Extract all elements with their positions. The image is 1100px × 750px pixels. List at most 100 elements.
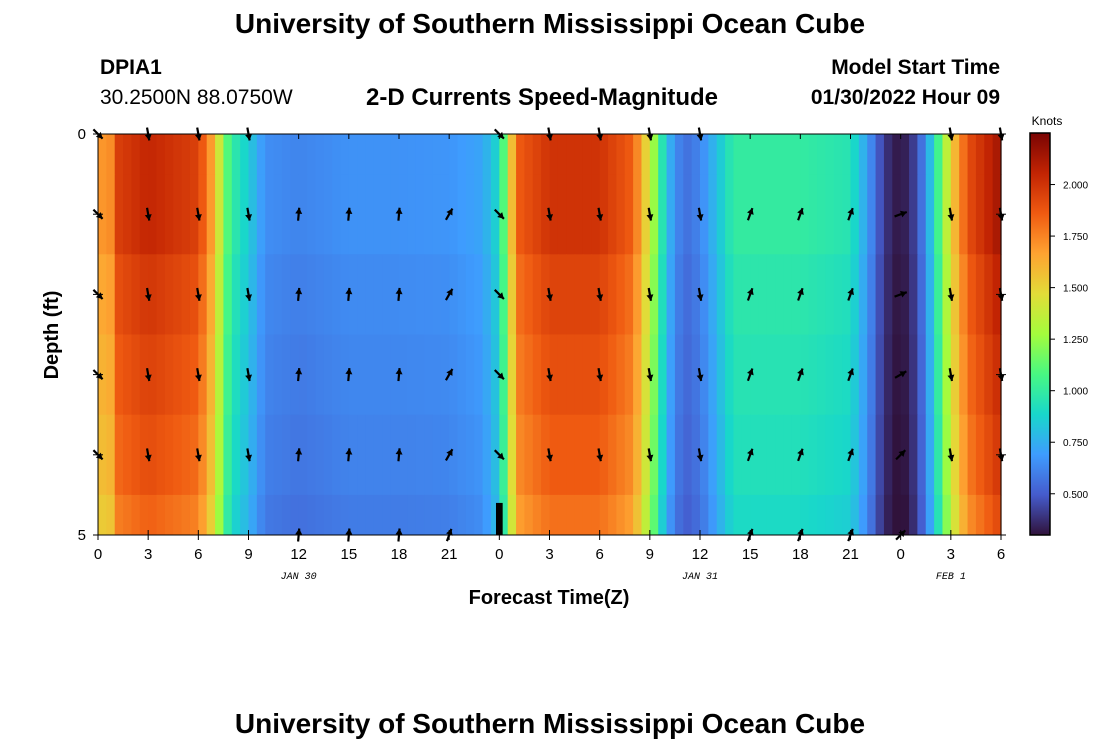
arrow-head bbox=[345, 287, 353, 295]
heatmap-cell bbox=[850, 174, 860, 255]
heatmap-cell bbox=[975, 174, 985, 255]
heatmap-cell bbox=[315, 494, 325, 536]
heatmap-cell bbox=[900, 254, 910, 335]
heatmap-cell bbox=[959, 414, 969, 496]
arrow-head bbox=[497, 372, 504, 380]
heatmap-cell bbox=[683, 134, 693, 175]
x-tick-label: 15 bbox=[340, 546, 357, 563]
heatmap-cell bbox=[424, 334, 434, 416]
heatmap-cell bbox=[557, 254, 567, 335]
heatmap-cell bbox=[240, 254, 250, 335]
current-arrow bbox=[395, 207, 403, 221]
heatmap-cell bbox=[975, 134, 985, 175]
arrow-head bbox=[245, 214, 253, 221]
heatmap-cell bbox=[432, 134, 442, 175]
heatmap-cell bbox=[833, 134, 843, 175]
arrow-head bbox=[395, 368, 403, 375]
heatmap-cell bbox=[557, 134, 567, 175]
heatmap-cell bbox=[281, 414, 291, 496]
heatmap-cell bbox=[716, 494, 726, 536]
arrow-head bbox=[295, 207, 303, 215]
current-arrow bbox=[847, 448, 854, 462]
current-arrow bbox=[596, 287, 604, 301]
heatmap-cell bbox=[482, 334, 492, 416]
x-tick-label: 15 bbox=[742, 546, 759, 563]
current-arrow bbox=[646, 207, 654, 221]
heatmap-cell bbox=[198, 494, 208, 536]
heatmap-cell bbox=[867, 414, 877, 496]
heatmap-cell bbox=[825, 254, 835, 335]
heatmap-cell bbox=[315, 134, 325, 175]
heatmap-cell bbox=[114, 494, 124, 536]
heatmap-cell bbox=[432, 414, 442, 496]
heatmap-cell bbox=[858, 414, 868, 496]
heatmap-cell bbox=[582, 174, 592, 255]
heatmap-cell bbox=[833, 494, 843, 536]
heatmap-cell bbox=[900, 494, 910, 536]
heatmap-cell bbox=[649, 494, 659, 536]
heatmap-cell bbox=[741, 134, 751, 175]
x-tick-label: 18 bbox=[792, 546, 809, 563]
heatmap-cell bbox=[992, 134, 1002, 175]
current-arrow bbox=[295, 368, 303, 382]
heatmap-cell bbox=[750, 134, 760, 175]
heatmap-cell bbox=[733, 254, 743, 335]
heatmap-cell bbox=[340, 134, 350, 175]
heatmap-cell bbox=[281, 334, 291, 416]
heatmap-cell bbox=[674, 134, 684, 175]
heatmap-cell bbox=[407, 174, 417, 255]
arrow-head bbox=[847, 368, 854, 376]
arrow-head bbox=[546, 214, 554, 221]
heatmap-cell bbox=[198, 174, 208, 255]
heatmap-cell bbox=[633, 334, 643, 416]
heatmap-cell bbox=[465, 174, 475, 255]
heatmap-cell bbox=[658, 174, 668, 255]
heatmap-cell bbox=[566, 174, 576, 255]
heatmap-cell bbox=[808, 334, 818, 416]
heatmap-cell bbox=[148, 134, 158, 175]
heatmap-cell bbox=[415, 254, 425, 335]
heatmap-cell bbox=[173, 174, 183, 255]
heatmap-cell bbox=[783, 494, 793, 536]
heatmap-cell bbox=[281, 174, 291, 255]
heatmap-cell bbox=[582, 334, 592, 416]
heatmap-cell bbox=[541, 414, 551, 496]
heatmap-cell bbox=[290, 334, 300, 416]
heatmap-cell bbox=[566, 134, 576, 175]
heatmap-cell bbox=[842, 134, 852, 175]
heatmap-cell bbox=[833, 254, 843, 335]
heatmap-cell bbox=[900, 134, 910, 175]
heatmap-cell bbox=[114, 134, 124, 175]
current-arrow bbox=[295, 207, 303, 221]
heatmap-cell bbox=[490, 414, 500, 496]
heatmap-cell bbox=[633, 174, 643, 255]
arrow-head bbox=[899, 290, 907, 298]
current-arrow bbox=[245, 448, 253, 462]
heatmap-cell bbox=[516, 414, 526, 496]
heatmap-cell bbox=[541, 134, 551, 175]
heatmap-cell bbox=[215, 254, 225, 335]
arrow-head bbox=[446, 288, 453, 296]
heatmap-cell bbox=[399, 134, 408, 175]
arrow-head bbox=[898, 450, 906, 457]
heatmap-cell bbox=[883, 414, 893, 496]
heatmap-cell bbox=[733, 494, 743, 536]
heatmap-cell bbox=[440, 174, 450, 255]
current-arrow bbox=[194, 448, 202, 462]
heatmap-cell bbox=[516, 334, 526, 416]
heatmap-cell bbox=[959, 254, 969, 335]
heatmap-cell bbox=[716, 414, 726, 496]
heatmap-cell bbox=[248, 174, 258, 255]
arrow-head bbox=[345, 448, 353, 455]
heatmap-cell bbox=[424, 494, 434, 536]
heatmap-cell bbox=[524, 334, 534, 416]
heatmap-cell bbox=[591, 414, 601, 496]
heatmap-cell bbox=[382, 254, 392, 335]
current-arrow bbox=[947, 368, 955, 382]
arrow-head bbox=[546, 374, 554, 382]
arrow-head bbox=[847, 448, 854, 456]
heatmap-cell bbox=[925, 254, 935, 335]
arrow-head bbox=[546, 454, 554, 462]
heatmap-cell bbox=[273, 254, 283, 335]
heatmap-cell bbox=[557, 174, 567, 255]
